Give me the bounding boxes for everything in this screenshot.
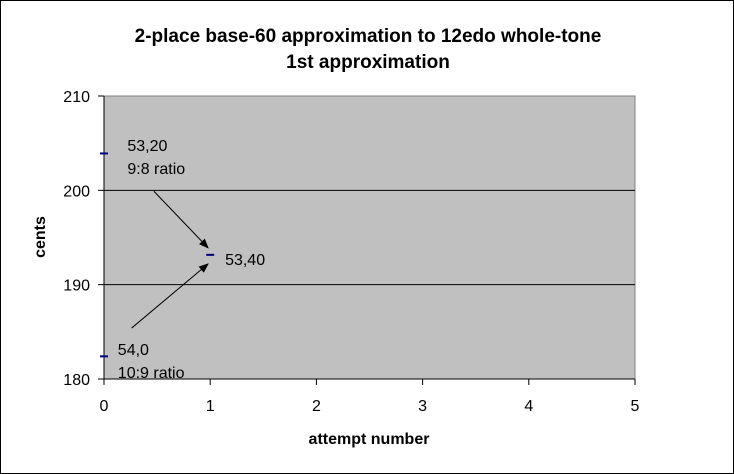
annotation-3-arrow: [131, 263, 209, 329]
tick-labels: 180 190 200 210 0 1 2 3 4 5: [63, 89, 639, 415]
annotation-1-line-1: 53,20: [127, 138, 167, 155]
y-tick-label-190: 190: [63, 278, 90, 295]
x-tick-label-2: 2: [312, 398, 321, 415]
annotation-3-line-2: 10:9 ratio: [118, 365, 185, 382]
x-tick-label-3: 3: [418, 398, 427, 415]
axes: [98, 95, 636, 385]
y-axis-title: cents: [32, 216, 49, 258]
annotation-1-line-2: 9:8 ratio: [127, 161, 185, 178]
chart-title-line-2: 1st approximation: [286, 52, 450, 73]
x-tick-label-1: 1: [206, 398, 215, 415]
x-tick-label-5: 5: [631, 398, 640, 415]
annotation-3-line-1: 54,0: [118, 342, 149, 359]
gridlines: [104, 189, 635, 286]
plot-area: [103, 95, 636, 380]
annotation-1-arrow: [153, 190, 209, 249]
x-axis-title: attempt number: [309, 431, 430, 448]
annotations: 53,20 9:8 ratio 53,40 54,0 10:9 ratio: [118, 138, 265, 382]
y-tick-label-200: 200: [63, 183, 90, 200]
annotation-2-line-1: 53,40: [225, 252, 265, 269]
chart-title-line-1: 2-place base-60 approximation to 12edo w…: [135, 26, 602, 47]
data-points: [100, 152, 215, 358]
y-tick-label-180: 180: [63, 372, 90, 389]
x-tick-label-0: 0: [100, 398, 109, 415]
x-tick-label-4: 4: [524, 398, 533, 415]
y-tick-label-210: 210: [63, 89, 90, 106]
